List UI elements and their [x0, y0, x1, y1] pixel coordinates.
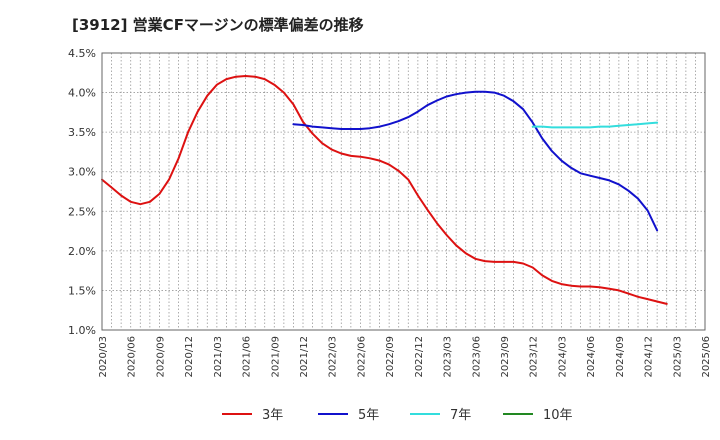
- y-tick-label: 2.0%: [68, 245, 96, 258]
- series-line-1: [101, 75, 668, 305]
- legend-label-4: 10年: [543, 408, 573, 423]
- y-tick-label: 4.0%: [68, 87, 96, 100]
- x-tick-label: 2023/12: [529, 336, 540, 378]
- chart-title: [3912] 営業CFマージンの標準偏差の推移: [72, 16, 364, 34]
- x-tick-label: 2022/09: [385, 336, 396, 378]
- x-tick-label: 2022/06: [356, 336, 367, 378]
- x-tick-label: 2023/03: [443, 336, 454, 378]
- legend-label-1: 3年: [262, 408, 283, 423]
- y-tick-label: 3.0%: [68, 166, 96, 179]
- x-tick-label: 2024/09: [615, 336, 626, 378]
- x-tick-label: 2020/03: [98, 336, 109, 378]
- y-tick-label: 3.5%: [68, 126, 96, 139]
- legend-label-3: 7年: [450, 408, 471, 423]
- x-tick-label: 2021/12: [299, 336, 310, 378]
- x-tick-label: 2022/12: [414, 336, 425, 378]
- x-tick-label: 2021/03: [213, 336, 224, 378]
- y-tick-label: 4.5%: [68, 47, 96, 60]
- x-tick-label: 2021/09: [270, 336, 281, 378]
- x-tick-label: 2020/12: [184, 336, 195, 378]
- y-tick-label: 1.5%: [68, 284, 96, 297]
- series-line-3: [531, 121, 659, 129]
- plot-area: 1.0% 1.5% 2.0% 2.5% 3.0% 3.5% 4.0% 4.5% 2020/03 2…: [68, 47, 712, 378]
- legend: 3年 5年 7年 10年: [222, 408, 573, 423]
- x-tick-label: 2025/06: [701, 336, 712, 378]
- x-tick-label: 2023/06: [471, 336, 482, 378]
- series-line-2: [292, 90, 659, 232]
- x-tick-label: 2021/06: [242, 336, 253, 378]
- x-tick-label: 2020/09: [155, 336, 166, 378]
- x-tick-label: 2025/03: [672, 336, 683, 378]
- x-tick-label: 2020/06: [127, 336, 138, 378]
- plot-border: [101, 52, 706, 331]
- x-tick-label: 2023/09: [500, 336, 511, 378]
- x-tick-label: 2024/06: [586, 336, 597, 378]
- x-tick-label: 2024/12: [644, 336, 655, 378]
- x-tick-label: 2022/03: [328, 336, 339, 378]
- y-tick-label: 2.5%: [68, 205, 96, 218]
- y-tick-label: 1.0%: [68, 324, 96, 337]
- plot-background: [102, 53, 705, 330]
- x-tick-label: 2024/03: [557, 336, 568, 378]
- legend-label-2: 5年: [358, 408, 379, 423]
